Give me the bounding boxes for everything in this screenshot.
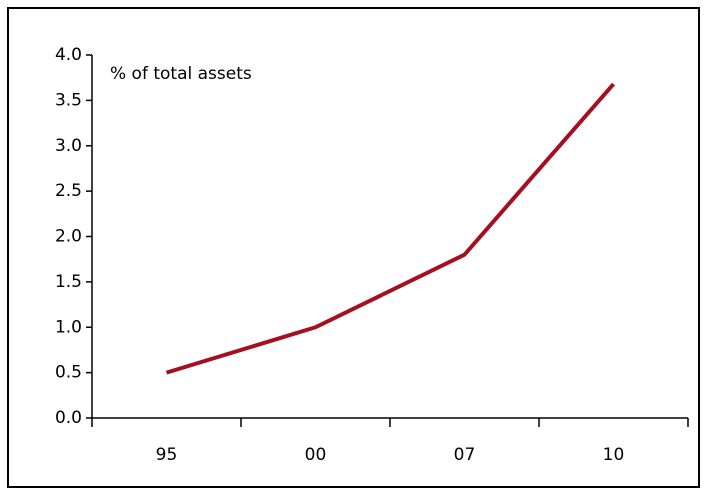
x-tick-label: 95 (156, 445, 178, 465)
y-tick-label: 1.0 (55, 317, 82, 337)
y-tick-label: 2.5 (55, 181, 82, 201)
y-tick-label: 1.5 (55, 272, 82, 292)
x-tick-label: 00 (305, 445, 327, 465)
chart-frame (7, 7, 700, 488)
y-tick-label: 3.0 (55, 136, 82, 156)
y-tick-label: 4.0 (55, 45, 82, 65)
y-tick-label: 0.0 (55, 408, 82, 428)
x-tick-label: 10 (603, 445, 625, 465)
y-tick-label: 3.5 (55, 90, 82, 110)
y-axis-label: % of total assets (110, 64, 252, 84)
data-line (165, 82, 616, 375)
y-tick-label: 0.5 (55, 363, 82, 383)
x-tick-label: 07 (454, 445, 476, 465)
y-tick-label: 2.0 (55, 227, 82, 247)
